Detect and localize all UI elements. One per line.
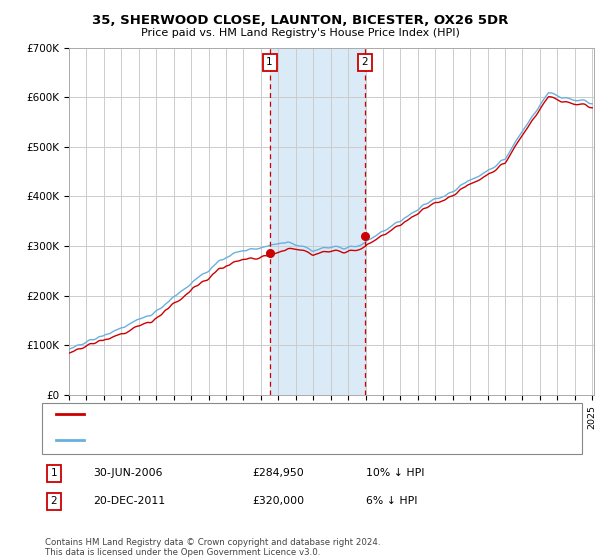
Bar: [269, 48, 365, 395]
Text: 35, SHERWOOD CLOSE, LAUNTON, BICESTER, OX26 5DR (detached house): 35, SHERWOOD CLOSE, LAUNTON, BICESTER, O…: [90, 409, 479, 419]
Text: 2: 2: [362, 58, 368, 68]
Text: 20-DEC-2011: 20-DEC-2011: [93, 496, 165, 506]
Text: £284,950: £284,950: [252, 468, 304, 478]
Text: 30-JUN-2006: 30-JUN-2006: [93, 468, 163, 478]
Text: 1: 1: [50, 468, 58, 478]
Text: 1: 1: [266, 58, 273, 68]
Text: 10% ↓ HPI: 10% ↓ HPI: [366, 468, 425, 478]
Text: 2: 2: [50, 496, 58, 506]
Text: Price paid vs. HM Land Registry's House Price Index (HPI): Price paid vs. HM Land Registry's House …: [140, 28, 460, 38]
Text: 6% ↓ HPI: 6% ↓ HPI: [366, 496, 418, 506]
Text: £320,000: £320,000: [252, 496, 304, 506]
Text: 35, SHERWOOD CLOSE, LAUNTON, BICESTER, OX26 5DR: 35, SHERWOOD CLOSE, LAUNTON, BICESTER, O…: [92, 14, 508, 27]
Text: HPI: Average price, detached house, Cherwell: HPI: Average price, detached house, Cher…: [90, 435, 329, 445]
Text: Contains HM Land Registry data © Crown copyright and database right 2024.
This d: Contains HM Land Registry data © Crown c…: [45, 538, 380, 557]
